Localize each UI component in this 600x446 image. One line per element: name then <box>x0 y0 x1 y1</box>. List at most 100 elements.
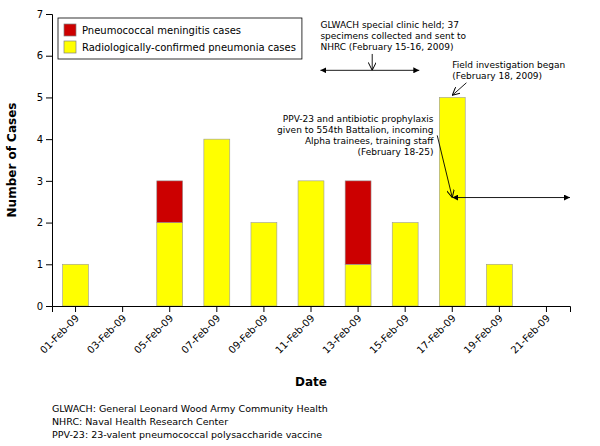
y-tick-label: 4 <box>37 134 43 145</box>
bar <box>63 264 89 265</box>
x-tick: 03-Feb-09 <box>85 306 128 356</box>
x-tick-mark <box>122 306 123 312</box>
y-tick-label: 0 <box>37 301 43 312</box>
legend: Pneumococcal meningitis casesRadiologica… <box>58 18 302 59</box>
x-tick: 15-Feb-09 <box>367 306 410 356</box>
annotation: PPV-23 and antibiotic prophylaxisgiven t… <box>277 114 434 156</box>
x-tick: 01-Feb-09 <box>38 306 81 356</box>
x-tick: 07-Feb-09 <box>179 306 222 356</box>
bar <box>157 223 183 306</box>
footnote: GLWACH: General Leonard Wood Army Commun… <box>52 403 328 414</box>
annotation-arrow <box>437 135 452 197</box>
y-tick-mark <box>46 306 52 307</box>
y-tick: 3 <box>37 176 52 187</box>
y-tick: 5 <box>37 92 52 103</box>
legend-label: Radiologically-confirmed pneumonia cases <box>82 42 296 53</box>
y-tick: 2 <box>37 217 52 228</box>
bar <box>251 222 277 223</box>
bar <box>63 264 89 306</box>
y-tick-mark <box>46 14 52 15</box>
bars <box>63 97 513 306</box>
y-axis: 0 1 2 3 4 5 6 7 <box>37 9 53 312</box>
x-axis-line <box>53 307 571 313</box>
x-tick: 21-Feb-09 <box>509 306 552 356</box>
x-tick-label: 05-Feb-09 <box>132 312 175 355</box>
annotation-bracket <box>320 70 419 71</box>
x-tick: 05-Feb-09 <box>132 306 175 356</box>
y-tick-mark <box>46 56 52 57</box>
y-tick-mark <box>46 97 52 98</box>
x-tick-mark <box>263 306 264 312</box>
y-tick: 6 <box>37 50 52 61</box>
bar <box>439 97 465 306</box>
bar <box>204 139 230 140</box>
x-tick-label: 17-Feb-09 <box>415 312 458 355</box>
annotation-arrow <box>452 83 466 96</box>
y-tick-label: 3 <box>37 176 43 187</box>
y-tick: 7 <box>37 9 52 20</box>
x-tick-mark <box>499 306 500 312</box>
x-tick-label: 11-Feb-09 <box>273 312 316 355</box>
x-tick-label: 13-Feb-09 <box>320 312 363 355</box>
x-tick: 17-Feb-09 <box>415 306 458 356</box>
y-tick: 4 <box>37 134 52 145</box>
x-tick-label: 15-Feb-09 <box>367 312 410 355</box>
annotation-bracket <box>452 197 570 198</box>
bar <box>439 97 465 98</box>
y-tick-label: 5 <box>37 92 43 103</box>
bar <box>251 223 277 306</box>
bar <box>157 181 183 223</box>
y-tick-label: 7 <box>37 9 43 20</box>
legend-swatch <box>64 41 76 53</box>
bar <box>486 264 512 306</box>
annotation: GLWACH special clinic held; 37specimens … <box>320 20 466 52</box>
x-tick-mark <box>75 306 76 312</box>
bar <box>392 223 418 306</box>
x-tick-mark <box>169 306 170 312</box>
plot-area: 01-Feb-0903-Feb-0905-Feb-0907-Feb-0909-F… <box>5 9 571 389</box>
y-tick-label: 1 <box>37 259 43 270</box>
x-tick-label: 21-Feb-09 <box>509 312 552 355</box>
x-tick: 19-Feb-09 <box>462 306 505 356</box>
bar <box>204 139 230 306</box>
x-axis-title: Date <box>295 375 327 389</box>
y-tick: 1 <box>37 259 52 270</box>
bar <box>534 306 560 307</box>
x-tick-mark <box>546 306 547 312</box>
x-tick-label: 01-Feb-09 <box>38 312 81 355</box>
x-tick-mark <box>358 306 359 312</box>
footnotes: GLWACH: General Leonard Wood Army Commun… <box>52 403 328 440</box>
y-tick: 0 <box>37 301 52 312</box>
bar <box>486 264 512 265</box>
y-tick-label: 2 <box>37 217 43 228</box>
annotations: GLWACH special clinic held; 37specimens … <box>277 20 570 197</box>
y-tick-mark <box>46 264 52 265</box>
x-tick-label: 07-Feb-09 <box>179 312 222 355</box>
x-tick: 11-Feb-09 <box>273 306 316 356</box>
bar <box>110 306 136 307</box>
legend-frame <box>58 18 302 59</box>
x-tick-mark <box>452 306 453 312</box>
x-tick: 09-Feb-09 <box>226 306 269 356</box>
x-tick-mark <box>216 306 217 312</box>
annotation-arrow <box>372 54 373 70</box>
y-axis-title: Number of Cases <box>5 103 19 218</box>
annotation: Field investigation began(February 18, 2… <box>452 60 565 81</box>
footnote: PPV-23: 23-valent pneumococcal polysacch… <box>52 429 322 440</box>
bar <box>392 222 418 223</box>
bar <box>534 306 560 307</box>
y-tick-label: 6 <box>37 50 43 61</box>
x-tick-label: 03-Feb-09 <box>85 312 128 355</box>
bar <box>345 264 371 306</box>
x-tick-mark <box>405 306 406 312</box>
x-axis: 01-Feb-0903-Feb-0905-Feb-0907-Feb-0909-F… <box>38 306 571 356</box>
y-tick-mark <box>46 181 52 182</box>
bar <box>345 181 371 264</box>
x-tick-label: 19-Feb-09 <box>462 312 505 355</box>
bar <box>298 181 324 306</box>
legend-swatch <box>64 24 76 36</box>
y-axis-line <box>46 15 53 307</box>
x-tick-mark <box>311 306 312 312</box>
chart: 01-Feb-0903-Feb-0905-Feb-0907-Feb-0909-F… <box>0 0 600 446</box>
y-tick-mark <box>46 223 52 224</box>
